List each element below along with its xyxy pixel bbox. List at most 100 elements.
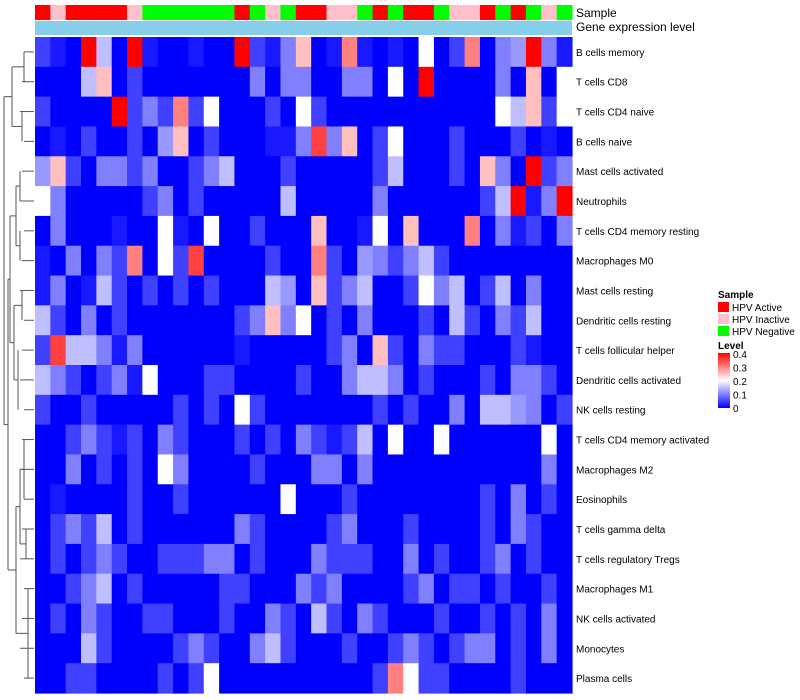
- heatmap-cell: [341, 126, 358, 157]
- heatmap-cell: [219, 394, 236, 426]
- heatmap-cell: [510, 96, 527, 128]
- heatmap-cell: [96, 275, 113, 306]
- heatmap-cell: [203, 633, 220, 664]
- heatmap-cell: [525, 275, 542, 306]
- heatmap-cell: [341, 514, 358, 545]
- heatmap-cell: [81, 156, 97, 187]
- heatmap-cell: [433, 663, 450, 694]
- heatmap-cell: [111, 663, 128, 694]
- heatmap-cell: [556, 454, 573, 485]
- row-label: Eosinophils: [576, 495, 627, 506]
- heatmap-cell: [219, 335, 236, 366]
- heatmap-cell: [35, 365, 51, 396]
- heatmap-cell: [510, 126, 527, 157]
- heatmap-cell: [495, 37, 512, 68]
- heatmap-cell: [433, 305, 450, 336]
- heatmap-cell: [311, 424, 328, 456]
- heatmap-cell: [280, 454, 297, 485]
- heatmap-cell: [50, 454, 67, 485]
- heatmap-cell: [249, 275, 266, 306]
- heatmap-cell: [111, 603, 128, 634]
- heatmap-cell: [449, 96, 466, 128]
- heatmap-cell: [142, 603, 159, 634]
- heatmap-cell: [173, 663, 190, 694]
- heatmap-cell: [341, 365, 358, 396]
- heatmap-cell: [188, 126, 205, 157]
- heatmap-cell: [157, 215, 174, 247]
- row-label: B cells naive: [576, 137, 633, 148]
- heatmap-cell: [357, 96, 374, 128]
- heatmap-cell: [341, 275, 358, 306]
- heatmap-cell: [449, 156, 466, 187]
- heatmap-cell: [525, 126, 542, 157]
- heatmap-cell: [525, 424, 542, 456]
- heatmap-cell: [372, 96, 389, 128]
- heatmap-cell: [510, 424, 527, 456]
- heatmap-cell: [219, 484, 236, 515]
- heatmap-cell: [387, 394, 404, 426]
- heatmap-cell: [479, 454, 496, 485]
- heatmap-cell: [157, 573, 174, 605]
- heatmap-cell: [265, 96, 282, 128]
- heatmap-cell: [65, 543, 82, 575]
- heatmap-cell: [495, 245, 512, 277]
- heatmap-cell: [50, 394, 67, 426]
- heatmap-cell: [418, 305, 435, 336]
- heatmap-cell: [326, 663, 343, 694]
- heatmap-cell: [449, 126, 466, 157]
- heatmap-cell: [96, 633, 113, 664]
- heatmap-cell: [449, 514, 466, 545]
- sample-legend-label: HPV Inactive: [732, 315, 790, 326]
- heatmap-cell: [249, 424, 266, 456]
- heatmap-cell: [433, 454, 450, 485]
- heatmap-cell: [280, 484, 297, 515]
- heatmap-cell: [326, 305, 343, 336]
- heatmap-cell: [188, 365, 205, 396]
- heatmap-cell: [510, 543, 527, 575]
- heatmap-cell: [50, 66, 67, 98]
- heatmap-cell: [449, 663, 466, 694]
- sample-annotation-cell: [418, 5, 435, 20]
- heatmap-cell: [249, 215, 266, 247]
- sample-legend-swatch: [718, 326, 729, 336]
- heatmap-cell: [173, 245, 190, 277]
- row-label: Monocytes: [576, 644, 624, 655]
- heatmap-cell: [50, 186, 67, 217]
- heatmap-cell: [326, 215, 343, 247]
- sample-annotation-cell: [387, 5, 404, 20]
- heatmap-cell: [249, 365, 266, 396]
- sample-annotation-cell: [65, 5, 82, 20]
- heatmap-cell: [418, 215, 435, 247]
- heatmap-cell: [433, 543, 450, 575]
- heatmap-cell: [403, 66, 420, 98]
- heatmap-cell: [372, 215, 389, 247]
- heatmap-cell: [50, 514, 67, 545]
- heatmap-cell: [525, 573, 542, 605]
- heatmap-cell: [387, 514, 404, 545]
- heatmap-cell: [464, 305, 481, 336]
- heatmap-cell: [188, 156, 205, 187]
- heatmap-cell: [35, 186, 51, 217]
- heatmap-cell: [311, 245, 328, 277]
- heatmap-cell: [556, 603, 573, 634]
- heatmap-cell: [449, 275, 466, 306]
- heatmap-cell: [449, 37, 466, 68]
- heatmap-cell: [234, 394, 251, 426]
- heatmap-cell: [173, 365, 190, 396]
- heatmap-cell: [357, 186, 374, 217]
- heatmap-cell: [65, 484, 82, 515]
- heatmap-cell: [418, 37, 435, 68]
- heatmap-cell: [510, 275, 527, 306]
- heatmap-cell: [173, 543, 190, 575]
- heatmap-cell: [525, 215, 542, 247]
- heatmap-cell: [81, 573, 97, 605]
- row-label: T cells CD4 memory resting: [576, 227, 699, 238]
- heatmap-cell: [556, 514, 573, 545]
- heatmap-cell: [479, 335, 496, 366]
- expression-annotation-bar: [35, 21, 572, 35]
- heatmap-cell: [96, 305, 113, 336]
- heatmap-cell: [65, 275, 82, 306]
- row-label: B cells memory: [576, 48, 644, 59]
- heatmap-cell: [341, 156, 358, 187]
- heatmap-cell: [234, 335, 251, 366]
